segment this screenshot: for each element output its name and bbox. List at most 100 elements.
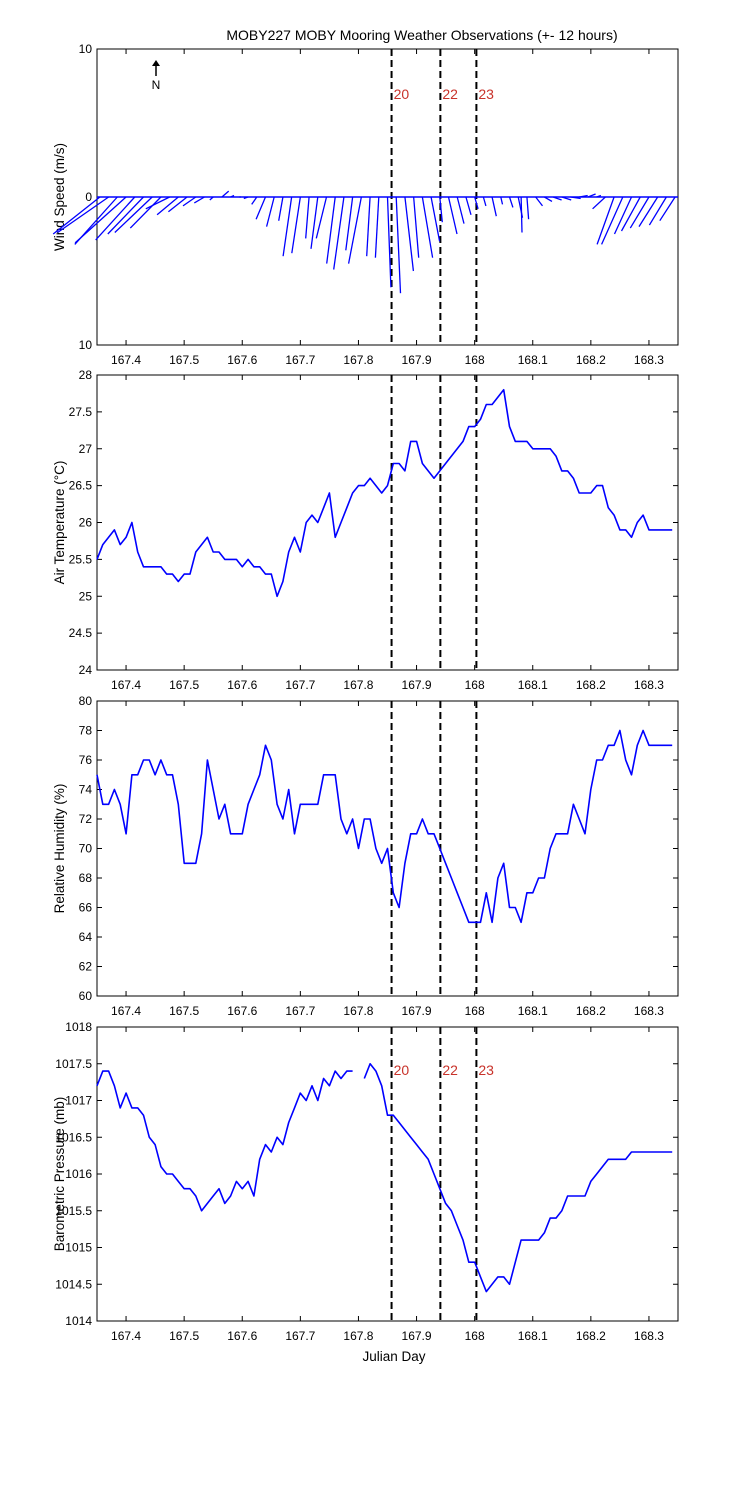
baro-xtick-label: 167.5 — [169, 1329, 199, 1343]
wind-wind-vector — [439, 196, 443, 223]
wind-wind-vector — [333, 196, 345, 270]
airtemp-xtick-label: 167.6 — [227, 678, 257, 692]
airtemp-ytick-label: 28 — [79, 368, 93, 382]
baro-ytick-label: 1016.5 — [55, 1130, 92, 1144]
wind-xtick-label: 167.5 — [169, 353, 199, 367]
rh-xtick-label: 168.1 — [518, 1004, 548, 1018]
wind-wind-vector — [386, 196, 392, 288]
wind-wind-vector — [526, 196, 530, 220]
rh-xtick-label: 167.6 — [227, 1004, 257, 1018]
rh-ytick-label: 64 — [79, 930, 93, 944]
wind-xtick-label: 167.9 — [402, 353, 432, 367]
wind-wind-vector — [221, 190, 230, 198]
rh-xtick-label: 167.9 — [402, 1004, 432, 1018]
rh-series-line — [96, 729, 673, 924]
wind-event-label: 20 — [394, 86, 410, 102]
wind-wind-vector — [145, 196, 170, 210]
north-label: N — [152, 78, 161, 92]
wind-wind-vector — [500, 196, 504, 205]
wind-wind-vector — [52, 196, 101, 235]
airtemp-xtick-label: 167.7 — [285, 678, 315, 692]
airtemp-xtick-label: 167.9 — [402, 678, 432, 692]
wind-wind-vector — [209, 196, 214, 201]
rh-xtick-label: 168.3 — [634, 1004, 664, 1018]
wind-wind-vector — [278, 196, 284, 221]
wind-wind-vector — [601, 196, 624, 245]
airtemp-ytick-label: 27.5 — [69, 405, 93, 419]
wind-wind-vector — [447, 196, 458, 235]
wind-wind-vector — [310, 196, 319, 249]
rh-ytick-label: 62 — [79, 960, 93, 974]
baro-plot-frame — [96, 1026, 679, 1322]
wind-wind-vector — [129, 196, 162, 229]
wind-wind-vector — [243, 196, 249, 200]
rh-xtick-label: 168.2 — [576, 1004, 606, 1018]
baro-xtick-label: 167.7 — [285, 1329, 315, 1343]
rh-y-axis-title: Relative Humidity (%) — [52, 784, 67, 914]
baro-xtick-label: 168.2 — [576, 1329, 606, 1343]
wind-wind-vector — [570, 196, 581, 200]
baro-event-label: 20 — [394, 1062, 410, 1078]
wind-ytick-label: 0 — [85, 190, 92, 204]
baro-ytick-label: 1018 — [65, 1020, 92, 1034]
airtemp-ytick-label: 27 — [79, 442, 93, 456]
wind-event-label: 22 — [442, 86, 458, 102]
airtemp-plot-frame — [96, 374, 679, 671]
baro-event-label: 23 — [478, 1062, 494, 1078]
wind-wind-vector — [182, 196, 197, 207]
wind-wind-vector — [345, 196, 354, 251]
wind-wind-vector — [520, 196, 523, 233]
wind-wind-vector — [482, 196, 487, 207]
wind-xtick-label: 168.1 — [518, 353, 548, 367]
baro-panel: 167.4 167.5 167.6 167.7 167.8 167.9 168 168.1 16… — [52, 1020, 679, 1343]
baro-xtick-label: 168.1 — [518, 1329, 548, 1343]
wind-wind-vector — [587, 193, 596, 198]
airtemp-xtick-label: 168.2 — [576, 678, 606, 692]
wind-wind-vector — [552, 196, 562, 201]
baro-xtick-label: 167.8 — [343, 1329, 373, 1343]
airtemp-series-line — [96, 388, 673, 598]
wind-xtick-label: 167.8 — [343, 353, 373, 367]
wind-wind-vector — [282, 196, 293, 257]
wind-wind-vector — [474, 196, 479, 209]
wind-wind-vector — [648, 196, 667, 226]
wind-wind-vector — [74, 196, 127, 244]
wind-xtick-label: 168.2 — [576, 353, 606, 367]
baro-y-axis-title: Barometric Pressure (mb) — [52, 1097, 67, 1252]
north-arrow-head — [152, 60, 160, 66]
airtemp-ytick-label: 25.5 — [69, 552, 93, 566]
wind-y-axis-title: Wind Speed (m/s) — [52, 143, 67, 251]
wind-xtick-label: 168 — [465, 353, 485, 367]
wind-wind-vector — [620, 196, 641, 232]
wind-wind-vector — [508, 196, 514, 208]
wind-wind-vector — [404, 196, 415, 272]
airtemp-xtick-label: 168.3 — [634, 678, 664, 692]
rh-xtick-label: 167.8 — [343, 1004, 373, 1018]
wind-ytick-label: 10 — [79, 42, 93, 56]
rh-ytick-label: 76 — [79, 753, 93, 767]
rh-ytick-label: 66 — [79, 901, 93, 915]
wind-ytick-label: 10 — [79, 338, 93, 352]
wind-wind-vector — [613, 196, 633, 235]
wind-wind-vector — [326, 196, 336, 264]
wind-wind-vector — [544, 196, 553, 202]
wind-wind-vector — [95, 196, 136, 241]
rh-ytick-label: 78 — [79, 724, 93, 738]
wind-wind-vector — [347, 196, 362, 264]
wind-wind-vector — [491, 196, 497, 217]
wind-xtick-label: 167.4 — [111, 353, 141, 367]
airtemp-xtick-label: 167.5 — [169, 678, 199, 692]
rh-xtick-label: 167.5 — [169, 1004, 199, 1018]
wind-wind-vector — [592, 196, 606, 210]
rh-ytick-label: 80 — [79, 694, 93, 708]
wind-wind-vector — [638, 196, 659, 227]
wind-wind-vector — [193, 196, 205, 204]
airtemp-xtick-label: 168 — [465, 678, 485, 692]
wind-wind-vector — [305, 196, 310, 239]
baro-ytick-label: 1015 — [65, 1241, 92, 1255]
baro-ytick-label: 1014.5 — [55, 1277, 92, 1291]
airtemp-xtick-label: 168.1 — [518, 678, 548, 692]
wind-wind-vector — [230, 194, 235, 198]
